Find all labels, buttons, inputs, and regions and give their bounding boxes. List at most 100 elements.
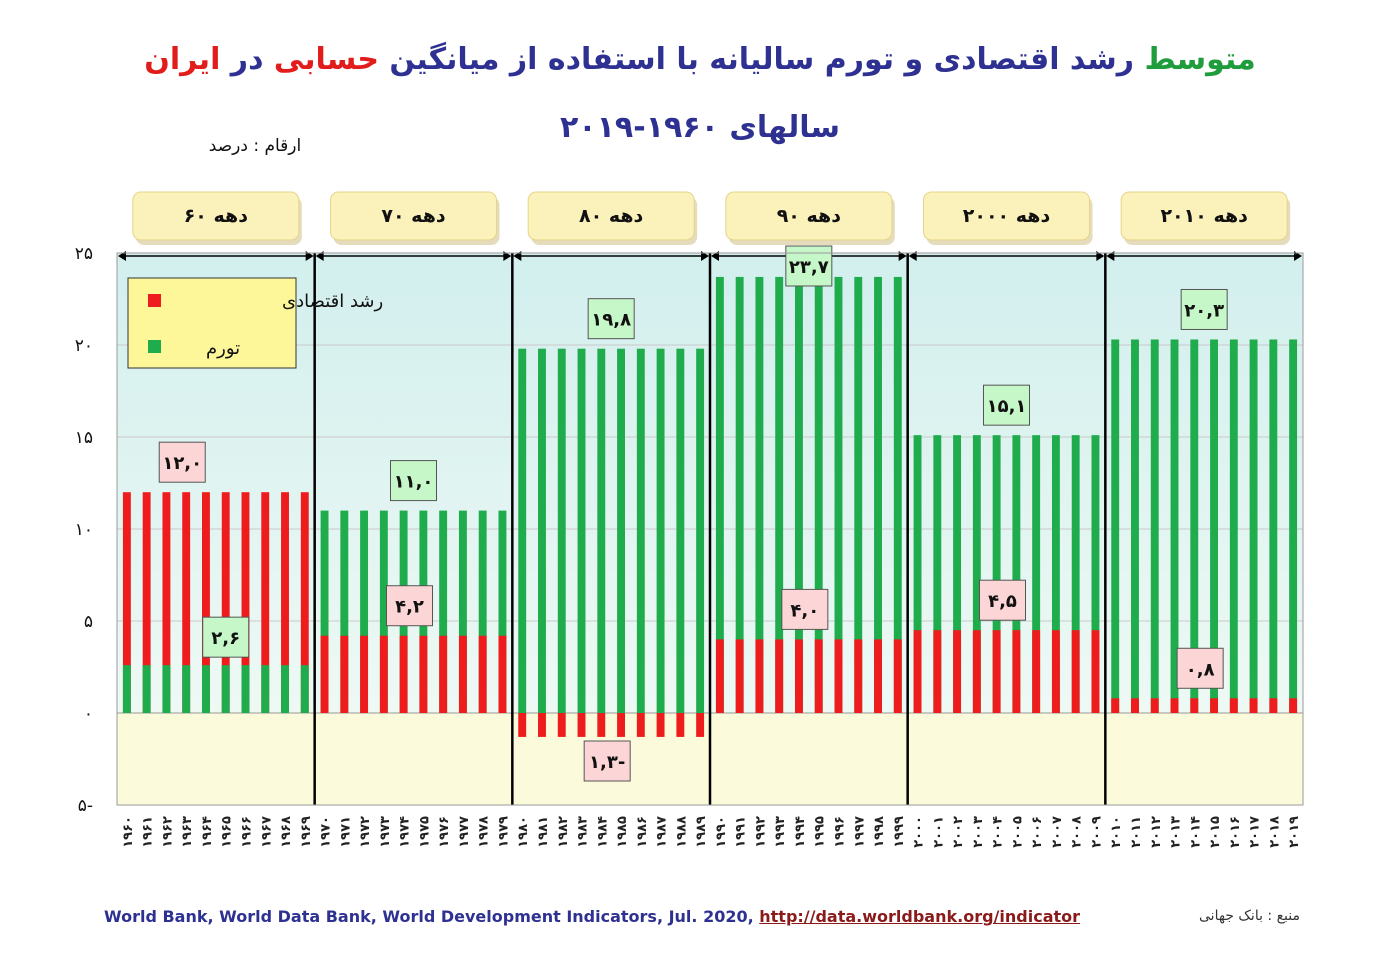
inflation-bar [953,435,962,713]
decade-label: دهه ۲۰۰۰ [963,205,1051,227]
growth-bar [656,713,665,737]
growth-bar [597,713,606,737]
growth-value-box [1176,647,1224,689]
inflation-value-label: ۲۳,۷ [789,257,829,278]
x-tick-label: ۱۹۶۰ [121,816,136,848]
growth-bar [577,713,586,737]
growth-value-label: ۱۲,۰ [162,453,202,474]
growth-bar [1249,698,1258,713]
x-tick-label: ۲۰۱۰ [1109,816,1124,848]
x-tick-label: ۲۰۰۷ [1050,816,1065,848]
growth-bar [261,492,270,713]
units-label: ارقام : درصد [208,136,302,156]
inflation-bar [1269,339,1278,713]
growth-bar [1150,698,1159,713]
x-tick-label: ۲۰۱۸ [1267,816,1282,848]
growth-bar [1210,698,1219,713]
x-tick-label: ۱۹۸۴ [595,816,610,848]
inflation-bar [577,348,586,713]
x-tick-label: ۱۹۷۱ [338,816,353,848]
growth-bar [854,639,863,713]
x-tick-label: ۲۰۰۶ [1030,816,1045,848]
growth-value-label: ۰,۸ [1186,659,1215,680]
growth-bar [755,639,764,713]
inflation-bar [1032,435,1041,713]
inflation-bar [261,665,270,713]
x-tick-label: ۱۹۸۹ [694,816,709,848]
growth-bar [360,635,369,713]
x-tick-label: ۱۹۷۵ [417,816,432,848]
x-tick-label: ۲۰۰۱ [931,816,946,848]
x-tick-label: ۱۹۹۵ [813,816,828,848]
inflation-bar [775,276,784,713]
growth-bar [814,639,823,713]
growth-bar [399,635,408,713]
inflation-value-box [1180,288,1228,330]
inflation-bar [972,435,981,713]
source-persian: منبع : بانک جهانی [1199,908,1300,924]
growth-bar [557,713,566,737]
growth-bar [1269,698,1278,713]
y-tick-label: ۲۵ [75,244,93,264]
decade-box [923,191,1090,241]
y-tick-label: ۱۰ [75,520,93,540]
x-tick-label: ۲۰۰۹ [1089,816,1104,848]
x-tick-label: ۱۹۹۸ [872,816,887,848]
x-tick-label: ۱۹۹۹ [892,816,907,848]
inflation-bar [142,665,151,713]
x-tick-label: ۲۰۱۹ [1287,816,1302,848]
inflation-bar [1170,339,1179,713]
x-tick-label: ۱۹۸۱ [536,816,551,848]
inflation-value-box [983,384,1030,426]
growth-bar [300,492,309,713]
y-tick-label: ۲۰ [75,336,93,356]
x-tick-label: ۱۹۶۴ [200,816,215,848]
growth-bar [1111,698,1120,713]
y-tick-label: ۱۵ [75,428,93,448]
inflation-bar [794,276,803,713]
inflation-bar [379,510,388,713]
x-tick-label: ۱۹۷۷ [457,816,472,848]
x-tick-label: ۲۰۱۶ [1228,816,1243,848]
growth-bar [775,639,784,713]
x-tick-label: ۱۹۹۶ [832,816,847,848]
growth-bar [162,492,171,713]
inflation-bar [755,276,764,713]
inflation-bar [439,510,448,713]
growth-value-box [583,740,631,782]
x-tick-label: ۱۹۸۷ [655,816,670,848]
x-tick-label: ۱۹۸۵ [615,816,630,848]
growth-value-label: ۱,۳- [589,752,625,773]
source-link[interactable]: http://data.worldbank.org/indicator [759,907,1081,926]
inflation-bar [913,435,922,713]
inflation-value-box [587,298,635,340]
growth-bar [498,635,507,713]
inflation-bar [458,510,467,713]
x-tick-label: ۱۹۷۲ [358,816,373,848]
x-tick-label: ۲۰۰۰ [912,816,927,848]
growth-bar [320,635,329,713]
growth-value-label: ۴,۵ [988,591,1017,612]
inflation-bar [281,665,289,713]
growth-bar [1229,698,1238,713]
inflation-bar [122,665,131,713]
growth-bar [1012,630,1021,713]
growth-bar [478,635,487,713]
growth-bar [1289,698,1298,713]
source-text: World Bank, World Data Bank, World Devel… [104,907,760,926]
growth-bar [241,492,250,713]
growth-bar [201,492,210,713]
growth-bar [122,492,131,713]
growth-bar [715,639,724,713]
growth-bar [735,639,744,713]
x-tick-label: ۱۹۶۱ [141,816,156,848]
x-tick-label: ۱۹۸۸ [674,816,689,848]
x-tick-label: ۲۰۱۳ [1169,816,1184,848]
inflation-value-label: ۲,۶ [211,628,240,649]
x-tick-label: ۱۹۷۳ [378,816,393,848]
inflation-bar [1051,435,1060,713]
growth-bar [458,635,467,713]
x-tick-label: ۱۹۹۲ [753,816,768,848]
growth-bar [1091,630,1100,713]
